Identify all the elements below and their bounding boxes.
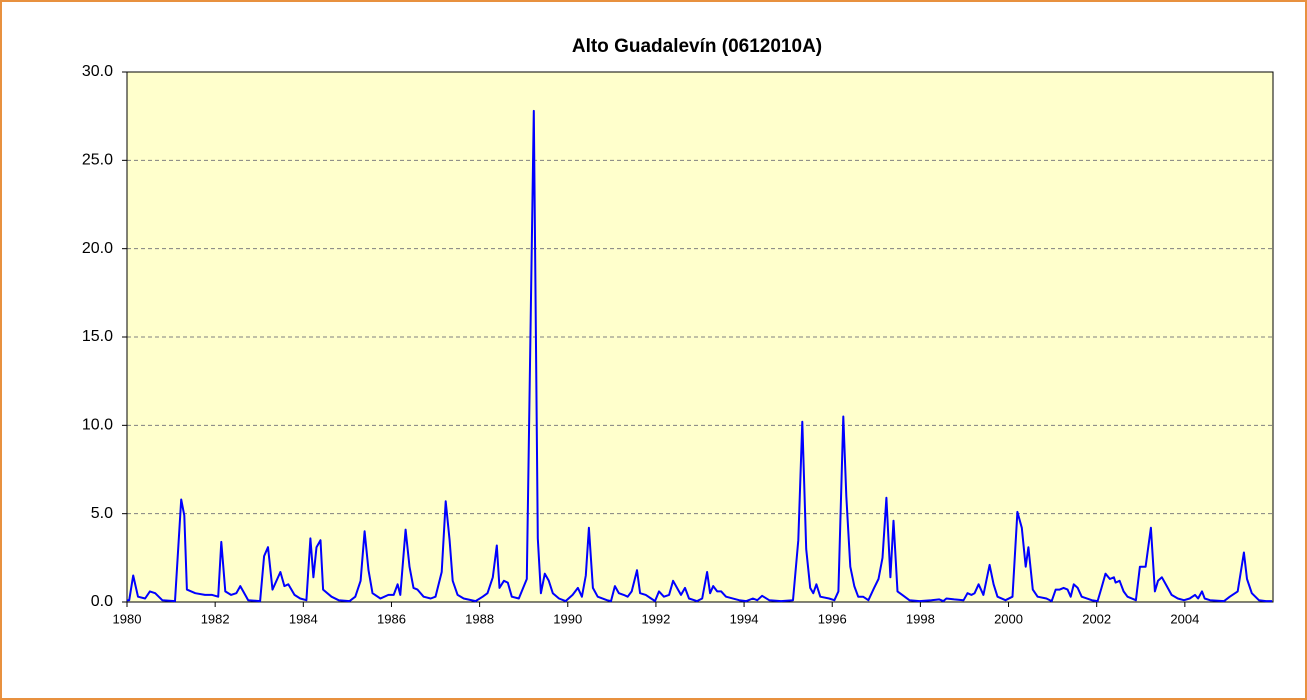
x-tick-label: 1986 xyxy=(377,611,406,626)
plot-border xyxy=(126,71,1274,603)
data-line xyxy=(127,109,1273,603)
y-tick-label: 30.0 xyxy=(82,63,113,80)
x-tick-label: 1984 xyxy=(289,611,318,626)
x-tick-label: 1998 xyxy=(906,611,935,626)
x-tick-label: 1994 xyxy=(730,611,759,626)
x-tick-label: 2004 xyxy=(1170,611,1199,626)
chart-title: Alto Guadalevín (0612010A) xyxy=(572,36,822,57)
y-tick-label: 10.0 xyxy=(82,417,113,434)
x-tick-label: 2000 xyxy=(994,611,1023,626)
x-tick-label: 1982 xyxy=(201,611,230,626)
y-tick-label: 20.0 xyxy=(82,240,113,257)
x-tick-label: 1990 xyxy=(553,611,582,626)
x-tick-label: 1992 xyxy=(641,611,670,626)
y-tick-label: 15.0 xyxy=(82,328,113,345)
x-tick-label: 1996 xyxy=(818,611,847,626)
y-tick-label: 0.0 xyxy=(91,593,113,610)
x-tick-label: 2002 xyxy=(1082,611,1111,626)
y-tick-label: 25.0 xyxy=(82,152,113,169)
y-tick-label: 5.0 xyxy=(91,505,113,522)
x-tick-label: 1980 xyxy=(113,611,142,626)
x-tick-label: 1988 xyxy=(465,611,494,626)
